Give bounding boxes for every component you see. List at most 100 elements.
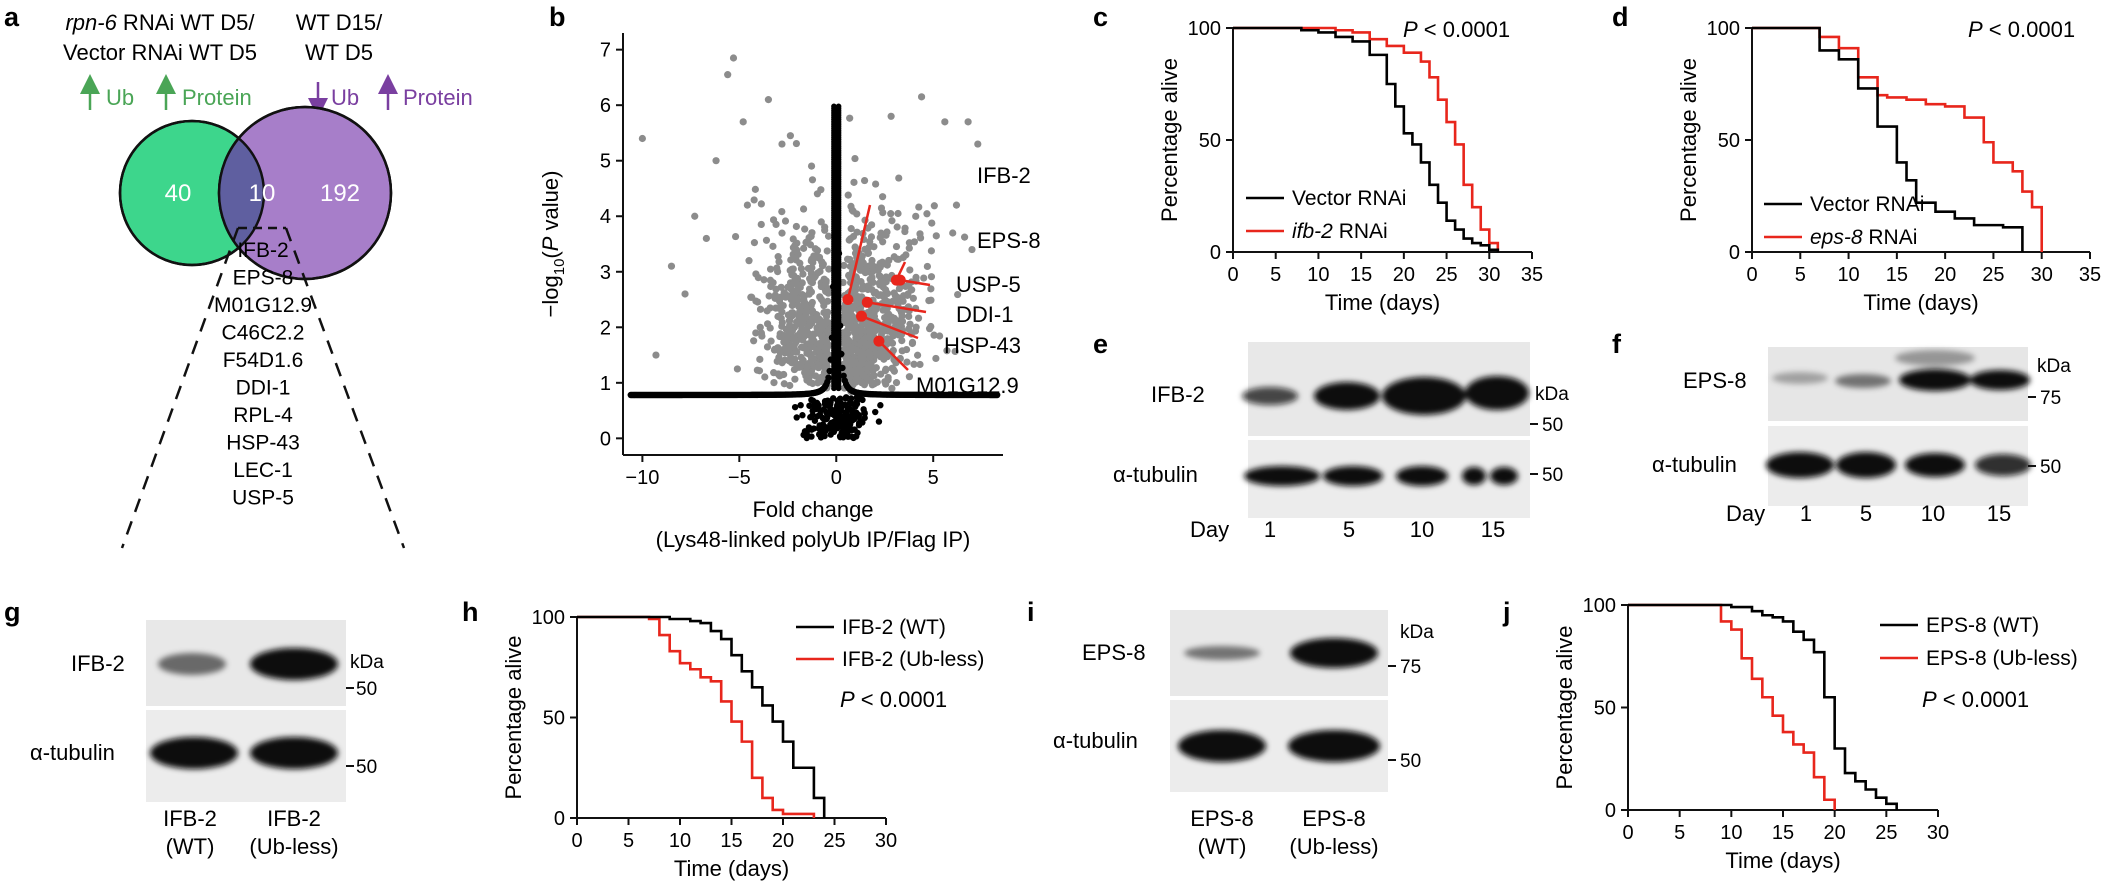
western-blot-i: EPS-8 α-tubulin kDa 75 50 EPS-8 (WT) EPS… <box>1053 610 1434 859</box>
volcano-point <box>739 118 747 126</box>
volcano-point <box>894 209 902 218</box>
venn-right-ub-label: Ub <box>331 85 359 110</box>
p-value-label: P < 0.0001 <box>1922 687 2029 712</box>
panel-letter-j: j <box>1502 597 1511 627</box>
volcano-point <box>895 284 904 293</box>
blot-f-lane-label: 1 <box>1800 501 1812 526</box>
volcano-point <box>724 71 732 79</box>
volcano-point <box>763 307 771 315</box>
blot-e-lane-label: 15 <box>1481 517 1505 542</box>
volcano-point <box>850 413 858 420</box>
volcano-point <box>774 253 782 261</box>
volcano-point <box>731 232 740 241</box>
panel-letter-c: c <box>1093 2 1108 32</box>
volcano-point <box>927 247 935 255</box>
volcano-point <box>824 308 832 316</box>
blot-i-lane-label: EPS-8 <box>1190 806 1254 831</box>
volcano-point <box>824 401 831 409</box>
volcano-y-tick-label: 7 <box>600 40 611 62</box>
volcano-point <box>810 425 818 432</box>
volcano-point <box>787 256 795 264</box>
volcano-point <box>761 373 769 381</box>
volcano-y-tick-label: 1 <box>600 373 611 395</box>
volcano-point <box>899 297 907 305</box>
volcano-point <box>927 273 936 281</box>
volcano-point <box>764 96 773 104</box>
x-tick-label: 15 <box>1350 264 1372 286</box>
volcano-grey-points <box>638 54 982 396</box>
x-axis-label: Time (days) <box>1325 290 1440 315</box>
volcano-x-tick-label: −10 <box>625 467 659 489</box>
p-value-label: P < 0.0001 <box>840 687 947 712</box>
volcano-point <box>819 353 827 362</box>
volcano-point <box>888 217 896 225</box>
volcano-point <box>843 255 852 263</box>
x-tick-label: 30 <box>1478 264 1500 286</box>
venn-right-protein-label: Protein <box>403 85 473 110</box>
volcano-point <box>808 433 815 440</box>
volcano-point <box>853 400 861 408</box>
volcano-point <box>771 345 779 353</box>
volcano-point <box>932 232 940 240</box>
volcano-point <box>822 277 830 285</box>
volcano-point <box>964 118 972 126</box>
volcano-highlighted-label: HSP-43 <box>944 333 1021 358</box>
volcano-point <box>806 241 814 249</box>
volcano-point <box>835 103 842 110</box>
volcano-point <box>968 245 976 254</box>
x-tick-label: 25 <box>1435 264 1457 286</box>
volcano-point <box>882 380 890 388</box>
volcano-point <box>843 352 851 361</box>
volcano-point <box>789 355 797 363</box>
volcano-point <box>807 314 816 323</box>
volcano-point <box>901 227 909 236</box>
volcano-point <box>792 318 801 326</box>
volcano-point <box>846 262 854 270</box>
volcano-point <box>954 290 962 299</box>
volcano-point <box>756 305 765 313</box>
volcano-point <box>823 288 832 296</box>
blot-i-lane-label: (WT) <box>1198 834 1247 859</box>
volcano-point <box>910 238 919 246</box>
volcano-highlighted-point <box>842 294 854 306</box>
blot-band <box>1396 466 1448 486</box>
legend-label: EPS-8 (Ub-less) <box>1926 647 2078 670</box>
volcano-point <box>754 273 762 282</box>
volcano-point <box>923 210 931 218</box>
volcano-x-tick-label: −5 <box>728 467 751 489</box>
blot-i-marker-top: 75 <box>1400 657 1421 678</box>
y-tick-label: 50 <box>1199 130 1221 152</box>
volcano-point <box>772 220 780 228</box>
overlap-gene-item: IFB-2 <box>237 239 288 262</box>
blot-i-marker-bottom: 50 <box>1400 751 1421 772</box>
blot-i-lane-label: EPS-8 <box>1302 806 1366 831</box>
volcano-point <box>762 236 771 244</box>
volcano-point <box>750 239 759 247</box>
volcano-point <box>773 357 781 365</box>
volcano-point <box>751 185 759 193</box>
volcano-point <box>905 373 914 381</box>
volcano-point <box>908 339 916 348</box>
volcano-point <box>766 265 775 273</box>
volcano-point <box>917 93 926 101</box>
volcano-point <box>846 235 855 243</box>
volcano-point <box>778 207 786 216</box>
volcano-point <box>923 262 931 271</box>
x-tick-label: 25 <box>1875 822 1897 844</box>
x-tick-label: 0 <box>1746 264 1757 286</box>
volcano-point <box>752 329 760 337</box>
blot-g-lane-label: (WT) <box>166 834 215 859</box>
volcano-point <box>780 331 788 340</box>
volcano-point <box>702 234 710 243</box>
volcano-point <box>786 381 794 390</box>
volcano-point <box>767 337 775 345</box>
volcano-highlighted-point <box>861 296 873 308</box>
y-tick-label: 100 <box>1707 18 1740 40</box>
volcano-point <box>818 333 826 342</box>
volcano-point <box>803 363 811 371</box>
volcano-point <box>877 204 886 212</box>
blot-e-protein-label: IFB-2 <box>1151 382 1205 407</box>
volcano-point <box>792 222 800 231</box>
x-tick-label: 15 <box>720 830 742 852</box>
volcano-point <box>882 273 890 281</box>
